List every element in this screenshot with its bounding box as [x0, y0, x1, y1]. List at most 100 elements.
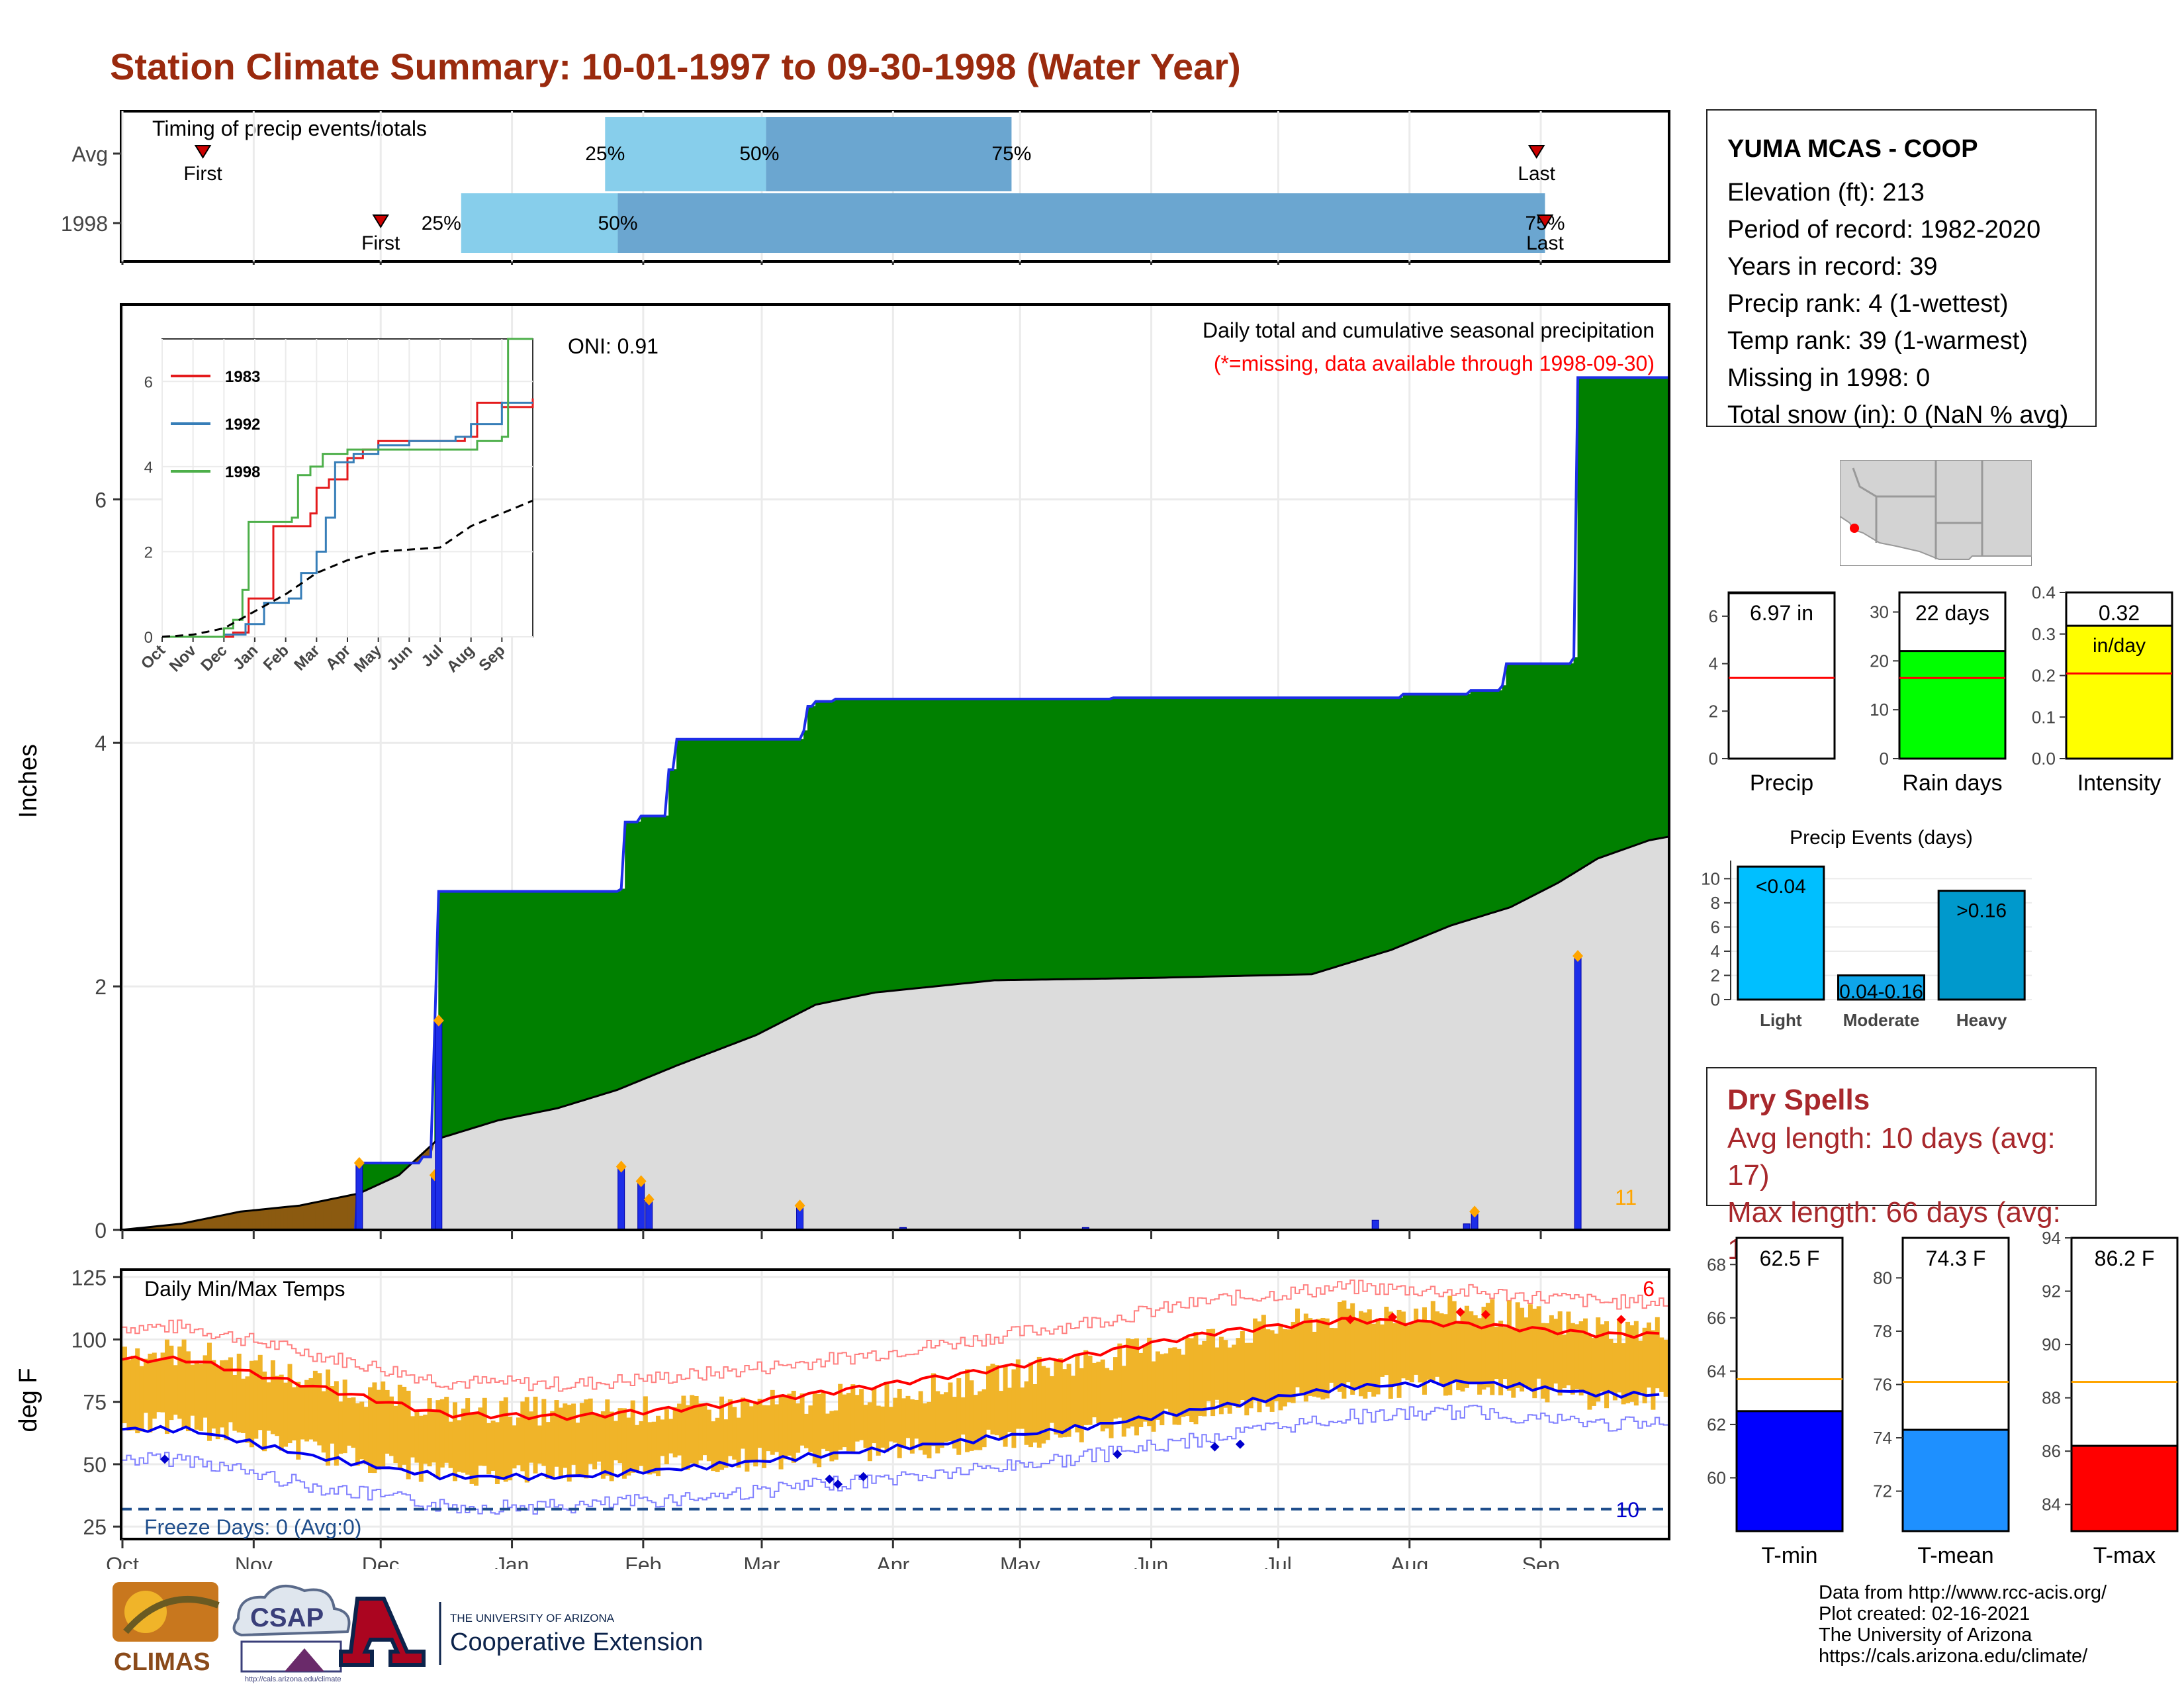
cum-corner-count: 11 [1615, 1186, 1637, 1209]
inset-legend-label: 1983 [225, 368, 260, 386]
temp-daily-range-bar [1206, 1329, 1211, 1401]
ua-text-top: THE UNIVERSITY OF ARIZONA [450, 1612, 615, 1624]
timing-label-last: Last [1526, 232, 1564, 254]
temp-daily-range-bar [1553, 1319, 1559, 1383]
credit-url: https://cals.arizona.edu/climate/ [1819, 1646, 2088, 1667]
temp-daily-range-bar [702, 1403, 707, 1456]
credits: Data from http://www.rcc-acis.org/ Plot … [1819, 1582, 2107, 1667]
temp-daily-range-bar [435, 1400, 441, 1479]
temp-daily-range-bar [1604, 1321, 1610, 1409]
temp-daily-range-bar [1625, 1321, 1631, 1403]
temp-daily-range-bar [812, 1393, 817, 1464]
timing-last-marker [1536, 214, 1554, 228]
temp-daily-range-bar [1655, 1317, 1660, 1389]
temp-daily-range-bar [753, 1403, 758, 1467]
temp-daily-range-bar [181, 1339, 187, 1429]
temp-daily-range-bar [173, 1365, 178, 1415]
temp-daily-range-bar [457, 1420, 462, 1472]
temp-daily-range-bar [1105, 1368, 1110, 1429]
bar-bar_intensity-value [2065, 624, 2173, 760]
temp-record-low-marker [1235, 1439, 1245, 1449]
temp-daily-range-bar [639, 1421, 644, 1466]
temp-x-tick-label: Jan [495, 1553, 529, 1569]
temp-daily-range-bar [206, 1342, 212, 1441]
temperature-chart: 25 50 75 100 125 Oct Nov Dec Jan Feb Mar Apr May Jun J… [15, 1266, 1670, 1569]
cum-daily-precip-marker [794, 1199, 805, 1212]
timing-bar-q50-q75 [617, 193, 1545, 253]
events-bar-label: >0.16 [1956, 900, 2007, 922]
temp-record-low-line [122, 1405, 1668, 1515]
temp-freeze-label: Freeze Days: 0 (Avg:0) [144, 1515, 361, 1539]
timing-label-q25: 25% [422, 212, 461, 234]
temp-daily-range-bar [1253, 1318, 1258, 1401]
temp-daily-range-bar [143, 1358, 148, 1413]
temp-daily-range-bar [842, 1394, 847, 1448]
temp-daily-range-bar [1223, 1340, 1228, 1408]
temp-daily-range-bar [1426, 1322, 1432, 1380]
temp-plot-frame [120, 1268, 1670, 1540]
temp-daily-range-bar [1494, 1327, 1499, 1380]
temp-daily-range-bar [833, 1410, 839, 1460]
temp-daily-range-bar [770, 1389, 775, 1455]
temp-daily-range-bar [596, 1415, 602, 1462]
temp-daily-range-bar [1295, 1308, 1300, 1387]
temp-daily-range-bar [567, 1405, 572, 1482]
temp-daily-range-bar [1287, 1329, 1292, 1403]
temp-daily-range-bar [389, 1396, 394, 1456]
temp-daily-range-bar [1464, 1305, 1469, 1388]
temp-daily-range-bar [888, 1407, 893, 1442]
temp-daily-range-bar [1541, 1323, 1546, 1399]
temp-daily-range-bar [1562, 1335, 1567, 1389]
temp-daily-range-bar [381, 1381, 386, 1467]
temp-daily-range-bar [905, 1395, 911, 1438]
temp-daily-range-bar [1151, 1361, 1156, 1432]
temp-daily-range-bar [1075, 1355, 1080, 1432]
temp-daily-range-bar [347, 1397, 352, 1446]
temp-record-high-marker [1616, 1315, 1626, 1325]
temp-daily-range-bar [1350, 1303, 1355, 1395]
credit-plot-created: Plot created: 02-16-2021 [1819, 1603, 2030, 1624]
temp-daily-range-bar [439, 1399, 445, 1468]
temp-daily-range-bar [588, 1398, 593, 1464]
temp-daily-range-bar [1345, 1308, 1351, 1383]
temp-daily-range-bar [1354, 1317, 1359, 1388]
cum-plot-frame [120, 303, 1670, 1231]
temp-daily-range-bar [579, 1403, 584, 1477]
temp-record-low-marker [1113, 1449, 1122, 1459]
temp-daily-range-bar [1333, 1328, 1338, 1389]
cum-daily-precip-marker [1469, 1205, 1480, 1218]
bar-bar_intensity-tick-label: 0.2 [2032, 666, 2056, 686]
temp-daily-range-bar [253, 1360, 259, 1439]
temp-daily-range-bar [1041, 1366, 1046, 1444]
temp-daily-range-bar [1633, 1321, 1639, 1406]
temp-x-tick-label: Nov [235, 1553, 273, 1569]
temp-daily-range-bar [782, 1395, 788, 1460]
temp-daily-range-bar [698, 1403, 704, 1461]
temp-daily-range-bar [774, 1404, 780, 1452]
temp-daily-range-bar [1405, 1325, 1410, 1381]
temp-daily-range-bar [965, 1369, 970, 1452]
temp-hot-count: 6 [1643, 1277, 1655, 1301]
timing-label-q50: 50% [739, 143, 779, 165]
temp-daily-range-bar [164, 1339, 169, 1434]
station-location-marker [1850, 524, 1859, 533]
inset-series-1992 [162, 401, 533, 638]
temp-daily-range-bar [1160, 1354, 1165, 1426]
bar-bar_intensity-tick-label: 0.0 [2032, 749, 2056, 769]
cum-subtitle: (*=missing, data available through 1998-… [1214, 352, 1655, 375]
temp-daily-range-bar [1020, 1387, 1025, 1429]
cum-y-tick-label: 2 [95, 975, 107, 999]
state-borders [1852, 460, 1983, 559]
cum-daily-precip-bar [355, 1162, 363, 1231]
events-category-label: Moderate [1843, 1010, 1920, 1030]
station-period: Period of record: 1982-2020 [1727, 216, 2041, 244]
csap-url: http://cals.arizona.edu/climate [245, 1675, 341, 1683]
temp-daily-range-bar [156, 1358, 161, 1413]
temp-daily-range-bar [1142, 1345, 1148, 1422]
bar-bar_tmax-label: 86.2 F [2095, 1246, 2155, 1270]
temp-daily-range-bar [1109, 1370, 1114, 1438]
temp-daily-range-bar [520, 1401, 525, 1472]
temp-daily-range-bar [469, 1413, 475, 1484]
bar-bar_tmin-tick-label: 60 [1707, 1468, 1726, 1487]
temp-daily-range-bar [490, 1420, 496, 1471]
